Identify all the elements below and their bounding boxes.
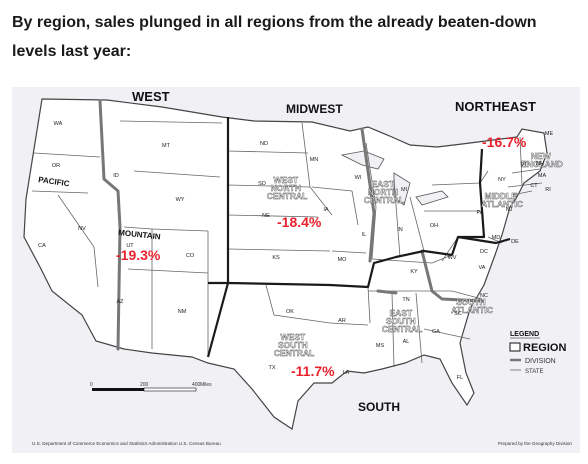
state-label-nj: NJ <box>506 207 513 213</box>
state-label-ny: NY <box>498 177 506 183</box>
state-label-id: ID <box>113 173 119 179</box>
scale-tick-200: 200 <box>140 382 149 388</box>
state-label-la: LA <box>343 370 350 376</box>
region-borders <box>206 117 511 358</box>
map-legend: LEGEND REGION DIVISION STATE <box>509 331 566 375</box>
state-label-ca: CA <box>38 243 46 249</box>
us-landmass <box>23 98 548 430</box>
legend-state-label: STATE <box>525 369 543 375</box>
legend-title: LEGEND <box>510 331 539 338</box>
state-label-mn: MN <box>310 157 319 163</box>
state-label-tn: TN <box>402 297 409 303</box>
division-label-middle-atlantic: MIDDLE ATLANTIC <box>481 191 523 209</box>
region-label-south: SOUTH <box>358 400 400 414</box>
border-northeast-south <box>457 235 511 245</box>
scale-bar: 0 200 400 Miles <box>90 382 212 392</box>
state-label-sd: SD <box>258 181 266 187</box>
state-label-ok: OK <box>286 309 294 315</box>
state-label-mo: MO <box>338 257 348 263</box>
state-label-or: OR <box>52 163 60 169</box>
state-label-tx: TX <box>268 365 275 371</box>
census-regions-map: WEST MIDWEST NORTHEAST SOUTH PACIFIC MOU… <box>12 87 580 453</box>
headline: By region, sales plunged in all regions … <box>12 14 537 60</box>
state-label-mt: MT <box>162 143 171 149</box>
state-label-nd: ND <box>260 141 268 147</box>
state-label-ks: KS <box>272 255 280 261</box>
sales-change-south: -11.7% <box>291 363 335 379</box>
state-label-nh: NH <box>536 161 544 167</box>
credit-geography-division: Prepared by the Geography Division <box>498 441 572 446</box>
state-label-ne: NE <box>262 213 270 219</box>
division-label-pacific: PACIFIC <box>38 175 71 188</box>
state-label-wv: WV <box>448 255 457 261</box>
state-label-ct: CT <box>530 183 538 189</box>
division-label-mountain: MOUNTAIN <box>118 228 161 241</box>
border-midwest-northeast <box>450 148 486 256</box>
state-label-dc: DC <box>480 249 488 255</box>
state-label-me: ME <box>545 131 554 137</box>
state-label-al: AL <box>403 339 410 345</box>
state-label-va: VA <box>479 265 486 271</box>
legend-division-label: DIVISION <box>525 358 556 365</box>
state-label-nm: NM <box>178 309 187 315</box>
division-label-south-atlantic: SOUTH ATLANTIC <box>451 297 493 315</box>
state-label-nv: NV <box>78 226 86 232</box>
state-label-ga: GA <box>432 329 440 335</box>
state-label-fl: FL <box>457 375 463 381</box>
state-label-oh: OH <box>430 223 438 229</box>
division-borders <box>98 99 484 351</box>
state-label-ia: IA <box>323 207 329 213</box>
legend-region-label: REGION <box>523 342 566 354</box>
state-label-ky: KY <box>410 269 418 275</box>
division-label-new-england: NEW ENGLAND <box>521 151 563 169</box>
division-label-west-south-central: WEST SOUTH CENTRAL <box>274 332 315 358</box>
legend-region-swatch <box>509 342 521 352</box>
scale-unit: Miles <box>200 382 212 388</box>
state-label-sc: SC <box>454 311 462 317</box>
division-label-east-north-central: EAST NORTH CENTRAL <box>364 179 405 205</box>
state-label-az: AZ <box>116 299 124 305</box>
scale-bar-right <box>143 387 197 392</box>
division-label-east-south-central: EAST SOUTH CENTRAL <box>382 308 423 334</box>
state-label-wy: WY <box>176 197 185 203</box>
region-label-northeast: NORTHEAST <box>455 99 536 114</box>
state-label-de: DE <box>511 239 519 245</box>
sales-change-west: -19.3% <box>116 247 161 263</box>
scale-bar-left <box>92 388 144 391</box>
state-label-vt: VT <box>520 162 528 168</box>
region-label-west: WEST <box>132 89 170 104</box>
sales-change-northeast: -16.7% <box>482 134 527 150</box>
scale-tick-400: 400 <box>192 382 201 388</box>
border-midwest-south <box>227 249 453 289</box>
state-label-wi: WI <box>355 175 362 181</box>
state-label-in: IN <box>397 227 403 233</box>
state-label-co: CO <box>186 253 195 259</box>
state-label-ut: UT <box>126 243 134 249</box>
state-label-md: MD <box>492 235 501 241</box>
state-label-ma: MA <box>538 173 547 179</box>
scale-tick-0: 0 <box>90 382 93 388</box>
state-label-mi: MI <box>401 187 408 193</box>
state-label-nc: NC <box>480 293 488 299</box>
state-label-wa: WA <box>54 121 63 127</box>
sales-change-midwest: -18.4% <box>277 214 322 230</box>
state-label-ri: RI <box>545 187 551 193</box>
credit-census-bureau: U.S. Department of Commerce Economics an… <box>32 441 221 446</box>
state-label-pa: PA <box>477 210 484 216</box>
division-label-west-north-central: WEST NORTH CENTRAL <box>267 175 308 201</box>
region-label-midwest: MIDWEST <box>286 102 343 116</box>
state-label-il: IL <box>362 232 367 238</box>
state-label-ar: AR <box>338 318 346 324</box>
state-label-ms: MS <box>376 343 385 349</box>
